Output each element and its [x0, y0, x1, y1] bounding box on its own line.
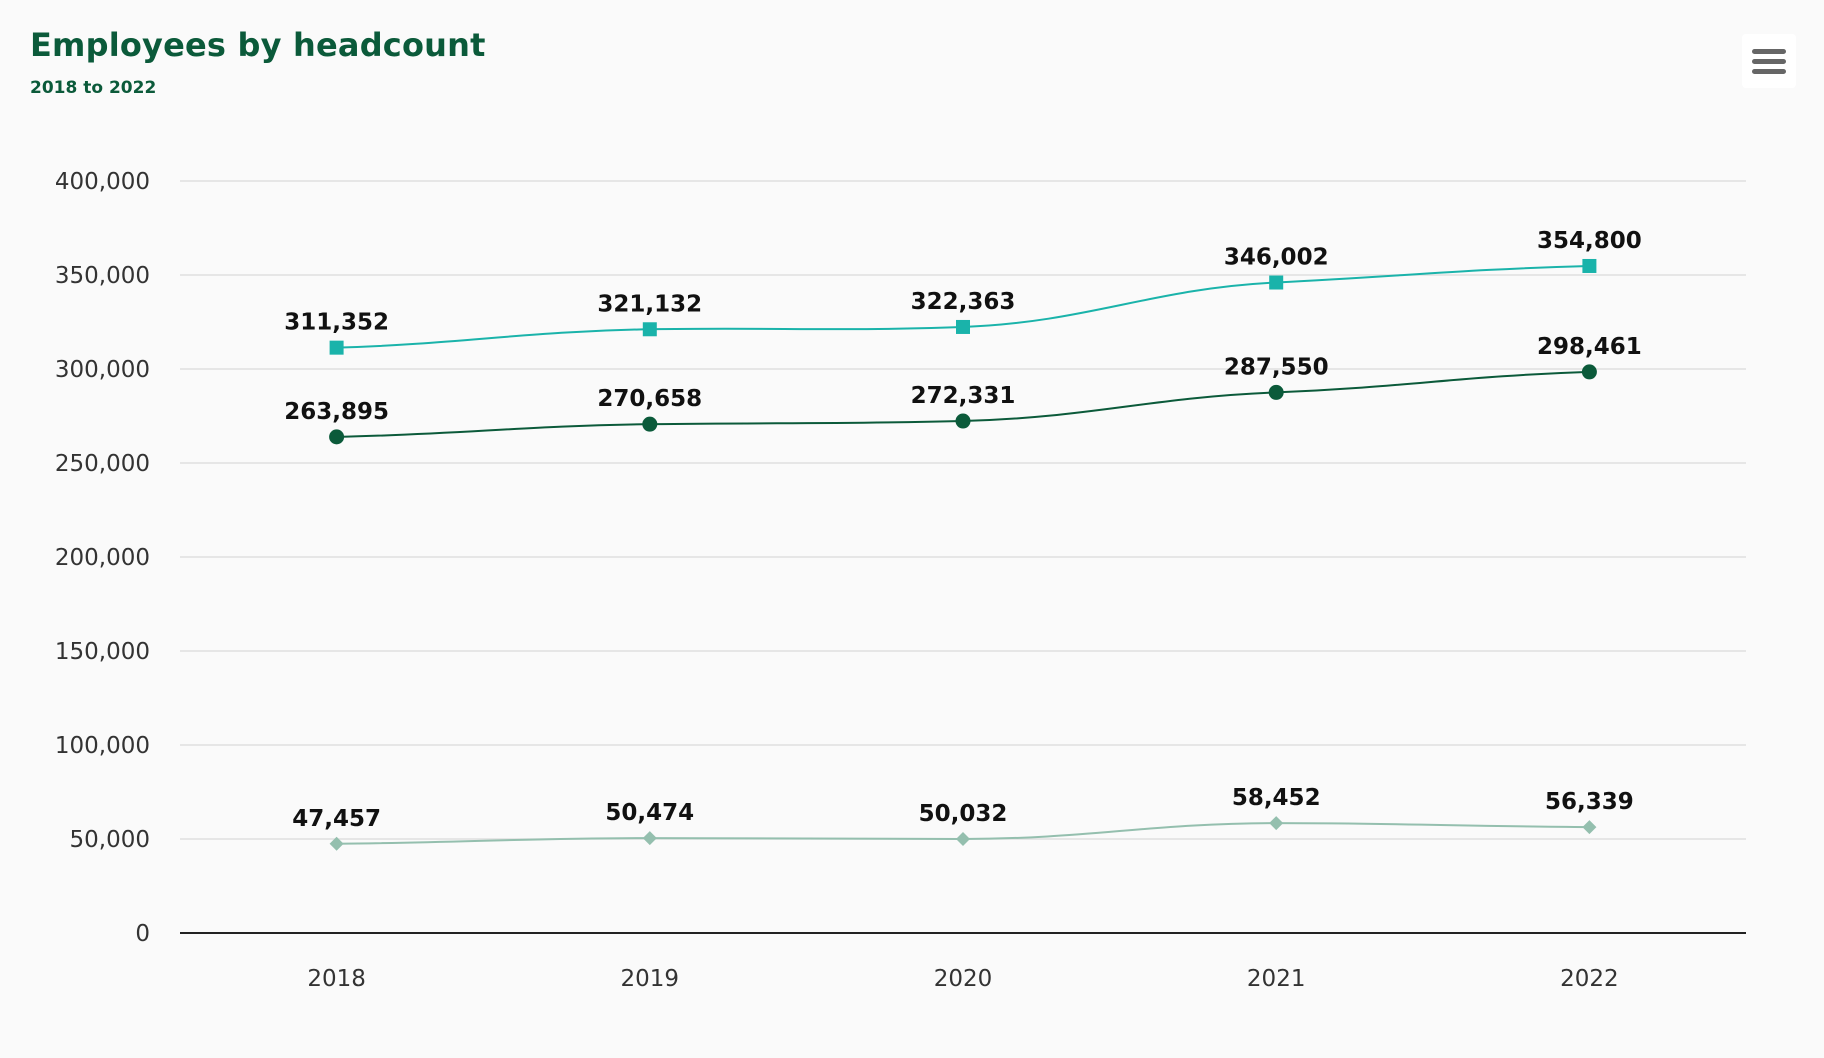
data-label: 322,363 — [911, 289, 1016, 315]
data-point[interactable] — [1582, 258, 1597, 273]
data-label: 287,550 — [1224, 354, 1329, 380]
data-label: 50,474 — [605, 800, 694, 826]
data-label: 47,457 — [292, 806, 381, 832]
data-label: 272,331 — [911, 383, 1016, 409]
y-tick-label: 150,000 — [55, 639, 150, 665]
data-label: 58,452 — [1232, 785, 1321, 811]
series-markers — [329, 258, 1597, 851]
data-point[interactable] — [329, 429, 345, 445]
x-tick-label: 2021 — [1247, 966, 1306, 992]
data-label: 270,658 — [597, 386, 702, 412]
data-labels: 311,352 321,132 322,363 346,002 354,800 263,8… — [284, 228, 1642, 832]
gridlines — [180, 180, 1746, 840]
hamburger-menu-icon — [1752, 48, 1786, 54]
x-tick-label: 2022 — [1560, 966, 1619, 992]
data-point[interactable] — [1269, 275, 1284, 290]
x-axis: 2018 2019 2020 2021 2022 — [180, 932, 1746, 992]
data-point[interactable] — [1581, 364, 1597, 380]
data-label: 50,032 — [919, 801, 1008, 827]
data-label: 56,339 — [1545, 789, 1634, 815]
chart-subtitle: 2018 to 2022 — [30, 78, 157, 98]
data-point[interactable] — [955, 413, 971, 429]
x-tick-label: 2018 — [307, 966, 366, 992]
y-tick-label: 50,000 — [70, 827, 150, 853]
y-tick-label: 250,000 — [55, 451, 150, 477]
data-point[interactable] — [1269, 816, 1284, 831]
data-label: 311,352 — [284, 310, 389, 336]
y-tick-label: 400,000 — [55, 169, 150, 195]
data-point[interactable] — [1268, 384, 1284, 400]
x-tick-label: 2020 — [934, 966, 993, 992]
chart-title: Employees by headcount — [30, 26, 486, 64]
data-point[interactable] — [956, 319, 970, 334]
data-label: 321,132 — [597, 291, 702, 317]
data-point[interactable] — [329, 836, 344, 851]
data-point[interactable] — [642, 322, 657, 337]
data-label: 346,002 — [1224, 245, 1329, 271]
y-axis: 0 50,000 100,000 150,000 200,000 250,000 300,0… — [55, 169, 150, 947]
data-point[interactable] — [642, 831, 657, 846]
data-point[interactable] — [329, 340, 344, 355]
y-tick-label: 300,000 — [55, 357, 150, 383]
y-tick-label: 350,000 — [55, 263, 150, 289]
series-lines — [336, 264, 1590, 845]
x-tick-label: 2019 — [621, 966, 680, 992]
y-tick-label: 200,000 — [55, 545, 150, 571]
data-label: 263,895 — [284, 399, 389, 425]
data-label: 354,800 — [1537, 228, 1642, 254]
data-point[interactable] — [1582, 820, 1597, 835]
chart-menu-button[interactable] — [1742, 34, 1796, 88]
data-label: 298,461 — [1537, 334, 1642, 360]
data-point[interactable] — [642, 416, 658, 432]
y-tick-label: 100,000 — [55, 733, 150, 759]
data-point[interactable] — [956, 831, 970, 846]
y-tick-label: 0 — [135, 921, 150, 947]
